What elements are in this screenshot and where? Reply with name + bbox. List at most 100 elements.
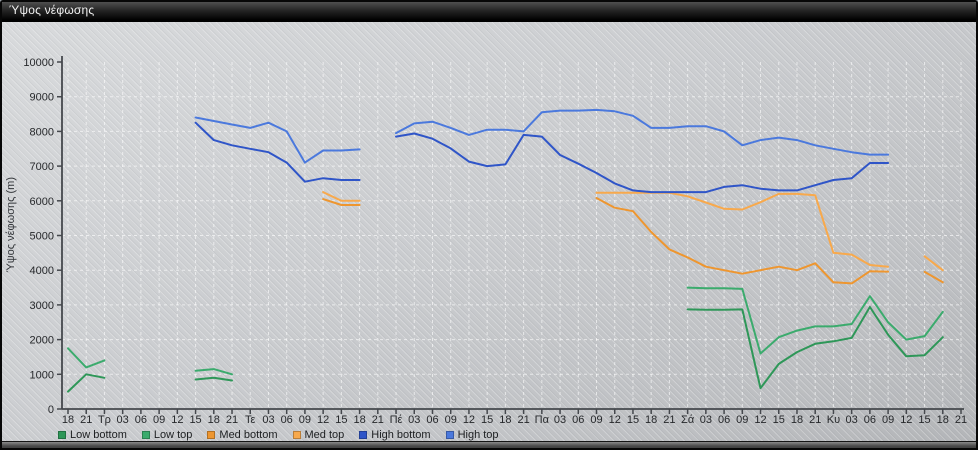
y-tick-label: 2000 xyxy=(30,335,54,347)
x-tick-label: 18 xyxy=(791,414,803,426)
legend-swatch-high-bottom xyxy=(359,431,368,439)
x-tick-label: Κυ xyxy=(827,414,840,426)
x-tick-label: 03 xyxy=(846,414,858,426)
x-tick-label: Σά xyxy=(681,414,695,426)
x-tick-label: Τρ xyxy=(98,414,111,426)
x-tick-label: Πα xyxy=(535,414,550,426)
x-tick-label: 18 xyxy=(208,414,220,426)
legend-item-low-top: Low top xyxy=(141,429,193,441)
x-tick-label: 21 xyxy=(372,414,384,426)
x-tick-label: 09 xyxy=(590,414,602,426)
x-tick-label: 12 xyxy=(317,414,329,426)
x-tick-label: 03 xyxy=(117,414,129,426)
x-tick-label: 18 xyxy=(499,414,511,426)
y-tick-label: 1000 xyxy=(30,369,54,381)
series-line-low-top xyxy=(194,368,233,376)
series-line-low-bottom xyxy=(686,306,944,390)
y-tick-label: 3000 xyxy=(30,300,54,312)
x-tick-label: 21 xyxy=(226,414,238,426)
x-tick-label: 18 xyxy=(62,414,74,426)
x-tick-label: 12 xyxy=(754,414,766,426)
x-tick-label: Τε xyxy=(245,414,256,426)
x-tick-label: 15 xyxy=(189,414,201,426)
legend-label-med-top: Med top xyxy=(304,429,345,441)
x-tick-label: 15 xyxy=(773,414,785,426)
y-tick-label: 0 xyxy=(48,404,54,416)
series-line-high-bottom xyxy=(194,121,361,183)
x-tick-label: 09 xyxy=(299,414,311,426)
legend-item-high-bottom: High bottom xyxy=(359,429,431,441)
x-tick-label: 15 xyxy=(335,414,347,426)
x-tick-label: 21 xyxy=(517,414,529,426)
legend-label-high-bottom: High bottom xyxy=(371,429,431,441)
x-tick-label: 18 xyxy=(645,414,657,426)
legend-item-med-bottom: Med bottom xyxy=(207,429,278,441)
y-tick-label: 5000 xyxy=(30,231,54,243)
series-line-high-top xyxy=(395,108,890,156)
x-tick-label: 09 xyxy=(736,414,748,426)
plot-background xyxy=(2,22,976,443)
legend-label-low-top: Low top xyxy=(153,429,193,441)
x-tick-label: 09 xyxy=(153,414,165,426)
legend-item-med-top: Med top xyxy=(292,429,345,441)
legend-swatch-med-bottom xyxy=(207,431,216,439)
y-axis-label: Ύψος νέφωσης (m) xyxy=(5,177,17,273)
legend-swatch-low-bottom xyxy=(58,431,66,439)
x-tick-label: 06 xyxy=(281,414,293,426)
x-tick-label: 06 xyxy=(426,414,438,426)
series-line-med-top xyxy=(923,255,944,272)
x-tick-label: 06 xyxy=(572,414,584,426)
x-tick-label: 12 xyxy=(609,414,621,426)
y-tick-label: 9000 xyxy=(30,92,54,104)
x-tick-label: Πέ xyxy=(390,414,403,426)
x-tick-label: 03 xyxy=(700,414,712,426)
series-line-low-bottom xyxy=(67,373,106,393)
legend-label-high-top: High top xyxy=(457,429,499,441)
legend-item-low-bottom: Low bottom xyxy=(58,429,127,441)
x-tick-label: 12 xyxy=(171,414,183,426)
y-tick-label: 4000 xyxy=(30,265,54,277)
legend-label-med-bottom: Med bottom xyxy=(219,429,278,441)
x-tick-label: 21 xyxy=(809,414,821,426)
x-tick-label: 12 xyxy=(900,414,912,426)
y-tick-label: 8000 xyxy=(30,126,54,138)
bottom-frame-bar xyxy=(2,441,976,448)
series-line-med-bottom xyxy=(322,198,361,206)
x-tick-label: 15 xyxy=(918,414,930,426)
y-tick-label: 7000 xyxy=(30,161,54,173)
x-tick-label: 09 xyxy=(882,414,894,426)
y-tick-label: 6000 xyxy=(30,196,54,208)
x-tick-label: 18 xyxy=(353,414,365,426)
series-line-med-bottom xyxy=(595,197,890,285)
x-tick-label: 06 xyxy=(135,414,147,426)
series-line-high-top xyxy=(194,116,361,164)
series-line-med-top xyxy=(322,191,361,202)
x-tick-label: 03 xyxy=(408,414,420,426)
x-tick-label: 15 xyxy=(481,414,493,426)
series-line-high-bottom xyxy=(395,132,890,194)
x-tick-label: 18 xyxy=(937,414,949,426)
legend-swatch-low-top xyxy=(141,431,150,439)
x-tick-label: 21 xyxy=(663,414,675,426)
x-tick-label: 15 xyxy=(627,414,639,426)
legend-label-low-bottom: Low bottom xyxy=(70,429,127,441)
series-line-low-top xyxy=(67,347,106,369)
y-tick-label: 10000 xyxy=(23,57,54,69)
page-title: Ύψος νέφωσης xyxy=(9,3,95,17)
series-line-med-top xyxy=(595,191,890,268)
legend-swatch-high-top xyxy=(445,431,454,439)
x-tick-label: 06 xyxy=(718,414,730,426)
series-line-low-bottom xyxy=(194,376,233,382)
x-tick-label: 09 xyxy=(445,414,457,426)
legend-item-high-top: High top xyxy=(445,429,499,441)
x-tick-label: 06 xyxy=(864,414,876,426)
series-line-med-bottom xyxy=(923,270,944,284)
title-bar: Ύψος νέφωσης xyxy=(2,2,976,22)
legend: Low bottom Low top Med bottom Med top High b… xyxy=(58,428,499,442)
series-line-low-top xyxy=(686,286,944,355)
x-tick-label: 12 xyxy=(463,414,475,426)
legend-swatch-med-top xyxy=(292,431,301,439)
x-tick-label: 03 xyxy=(554,414,566,426)
